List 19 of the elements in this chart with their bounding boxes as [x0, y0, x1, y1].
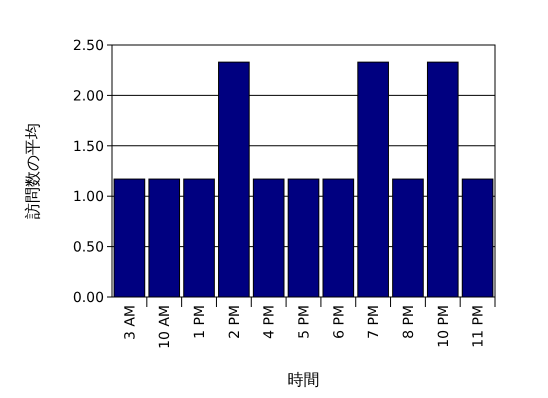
y-axis-title: 訪問数の平均 — [23, 123, 42, 219]
y-tick-label: 0.50 — [72, 240, 104, 256]
x-tick-label: 2 PM — [226, 305, 243, 339]
x-tick-label: 5 PM — [296, 305, 312, 339]
x-tick-label: 8 PM — [400, 305, 417, 339]
x-tick-label: 6 PM — [331, 305, 348, 339]
y-tick-label: 0.00 — [72, 290, 104, 306]
x-tick-label: 10 AM — [157, 305, 174, 349]
y-tick-label: 2.50 — [72, 38, 104, 54]
y-tick-label: 2.00 — [72, 88, 104, 104]
x-tick-label: 1 PM — [192, 305, 208, 339]
x-tick-label: 10 PM — [436, 305, 452, 348]
x-tick-label: 7 PM — [366, 305, 382, 339]
x-tick-label: 4 PM — [262, 305, 278, 339]
x-tick-label: 11 PM — [470, 305, 487, 348]
y-tick-label: 1.00 — [72, 189, 104, 206]
x-axis-title: 時間 — [288, 370, 320, 389]
x-tick-label: 3 AM — [122, 305, 138, 340]
y-tick-label: 1.50 — [72, 138, 104, 155]
